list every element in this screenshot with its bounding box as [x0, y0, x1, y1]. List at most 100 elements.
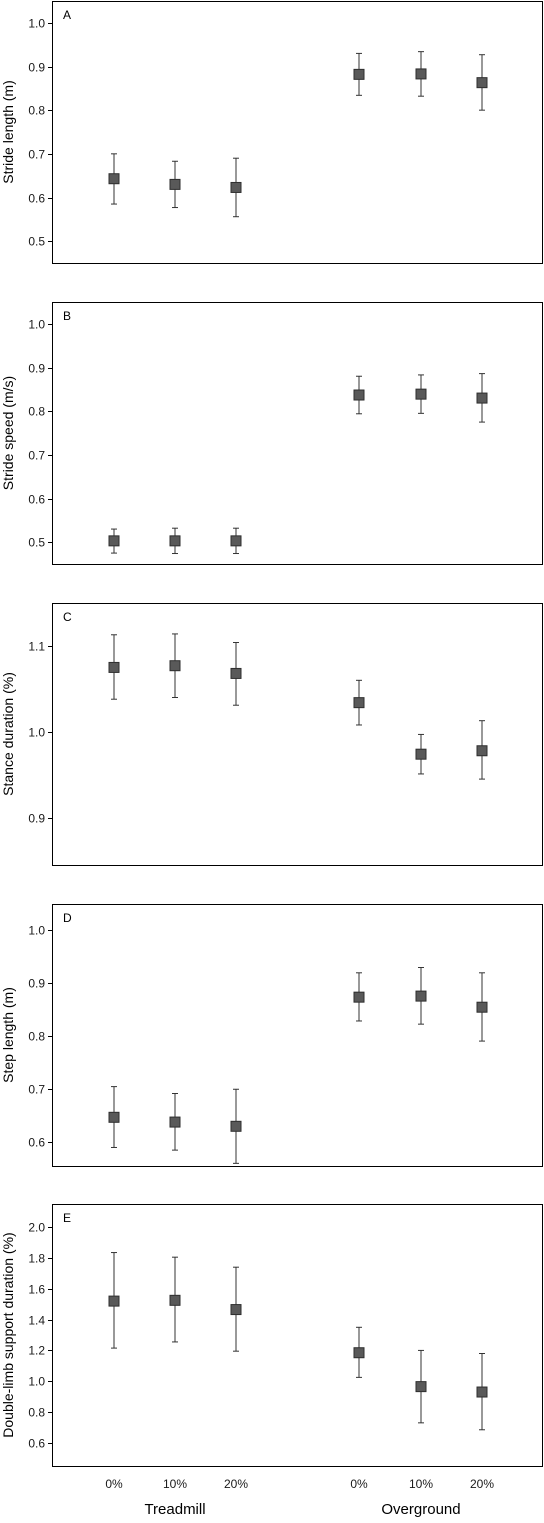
x-tick-label: 0%: [105, 1477, 123, 1491]
y-tick-label: 1.4: [28, 1314, 45, 1328]
marker: [108, 173, 120, 185]
data-point: [415, 51, 427, 97]
marker: [230, 535, 242, 547]
data-point: [476, 972, 488, 1042]
y-tick-label: 0.8: [28, 1406, 45, 1420]
data-point: [169, 527, 181, 555]
x-group-label: Treadmill: [144, 1501, 205, 1518]
y-axis-title: Double-limb support duration (%): [0, 1232, 16, 1437]
y-tick-label: 2.0: [28, 1221, 45, 1235]
marker: [169, 660, 181, 672]
y-tick-label: 0.6: [28, 493, 45, 507]
y-tick-label: 1.6: [28, 1283, 45, 1297]
data-point: [353, 972, 365, 1022]
x-tick-label: 0%: [350, 1477, 368, 1491]
marker: [415, 68, 427, 80]
y-tick-label: 1.0: [28, 318, 45, 332]
data-point: [415, 374, 427, 414]
panel-c: C 0.9 1.0 1.1 Stance duration (%): [0, 603, 543, 866]
y-axis-title: Step length (m): [0, 987, 16, 1083]
marker: [230, 667, 242, 679]
marker: [108, 535, 120, 547]
data-point: [108, 1086, 120, 1148]
data-point: [108, 634, 120, 700]
panel-d: D 0.6 0.7 0.8 0.9 1.0 Step length (m): [0, 904, 543, 1167]
y-tick-label: 1.1: [28, 640, 45, 654]
data-point: [108, 1252, 120, 1349]
data-point: [353, 52, 365, 96]
marker: [476, 1001, 488, 1013]
x-group-label: Overground: [381, 1501, 460, 1518]
data-point: [415, 733, 427, 775]
marker: [415, 388, 427, 400]
data-point: [230, 157, 242, 218]
y-tick-label: 1.0: [28, 1375, 45, 1389]
marker: [476, 745, 488, 757]
panel-e: E 0.6 0.8 1.0 1.2 1.4 1.6 1.8 2.0 Double-limb sup…: [0, 1204, 543, 1467]
data-point: [230, 1088, 242, 1164]
y-axis-title: Stance duration (%): [0, 672, 16, 796]
x-tick-label: 20%: [224, 1477, 248, 1491]
panel-letter: D: [63, 911, 72, 925]
panel-letter: B: [63, 309, 71, 323]
marker: [108, 1111, 120, 1123]
marker: [476, 77, 488, 89]
marker: [353, 389, 365, 401]
plot-frame: [52, 603, 543, 866]
y-tick-label: 0.5: [28, 235, 45, 249]
marker: [108, 661, 120, 673]
x-tick-label: 10%: [409, 1477, 433, 1491]
y-tick-label: 0.7: [28, 1083, 45, 1097]
marker: [169, 1116, 181, 1128]
y-tick-label: 0.7: [28, 449, 45, 463]
y-tick-label: 0.6: [28, 1437, 45, 1451]
y-tick-label: 1.0: [28, 726, 45, 740]
y-axis-title: Stride length (m): [0, 80, 16, 183]
y-tick-label: 1.2: [28, 1344, 45, 1358]
y-tick-label: 0.6: [28, 1136, 45, 1150]
marker: [353, 68, 365, 80]
data-point: [476, 1352, 488, 1431]
marker: [353, 991, 365, 1003]
plot-frame: [52, 1204, 543, 1467]
data-point: [353, 679, 365, 726]
marker: [415, 990, 427, 1002]
x-tick-label: 20%: [470, 1477, 494, 1491]
marker: [476, 392, 488, 404]
data-point: [230, 642, 242, 706]
marker: [230, 181, 242, 193]
data-point: [353, 1326, 365, 1378]
marker: [230, 1304, 242, 1316]
data-point: [476, 720, 488, 780]
panel-letter: A: [63, 8, 71, 22]
y-tick-label: 0.8: [28, 104, 45, 118]
data-point: [476, 373, 488, 423]
plot-frame: [52, 904, 543, 1167]
y-tick-label: 0.8: [28, 405, 45, 419]
panel-a: A 0.5 0.6 0.7 0.8 0.9 1.0 Stride length (m): [0, 1, 543, 264]
data-point: [230, 1266, 242, 1352]
x-tick-label: 10%: [163, 1477, 187, 1491]
marker: [415, 1381, 427, 1393]
marker: [169, 535, 181, 547]
plot-frame: [52, 302, 543, 565]
marker: [108, 1295, 120, 1307]
y-tick-label: 0.9: [28, 812, 45, 826]
data-point: [108, 153, 120, 205]
y-axis-title: Stride speed (m/s): [0, 376, 16, 490]
data-point: [230, 527, 242, 555]
marker: [353, 1347, 365, 1359]
y-tick-label: 0.9: [28, 362, 45, 376]
marker: [230, 1120, 242, 1132]
data-point: [415, 967, 427, 1025]
data-point: [169, 633, 181, 698]
data-point: [353, 375, 365, 415]
panel-b: B 0.5 0.6 0.7 0.8 0.9 1.0 Stride speed (m/s): [0, 302, 543, 565]
marker: [169, 178, 181, 190]
data-point: [108, 528, 120, 554]
marker: [353, 697, 365, 709]
data-point: [169, 1256, 181, 1343]
y-tick-label: 1.0: [28, 924, 45, 938]
y-tick-label: 0.7: [28, 148, 45, 162]
